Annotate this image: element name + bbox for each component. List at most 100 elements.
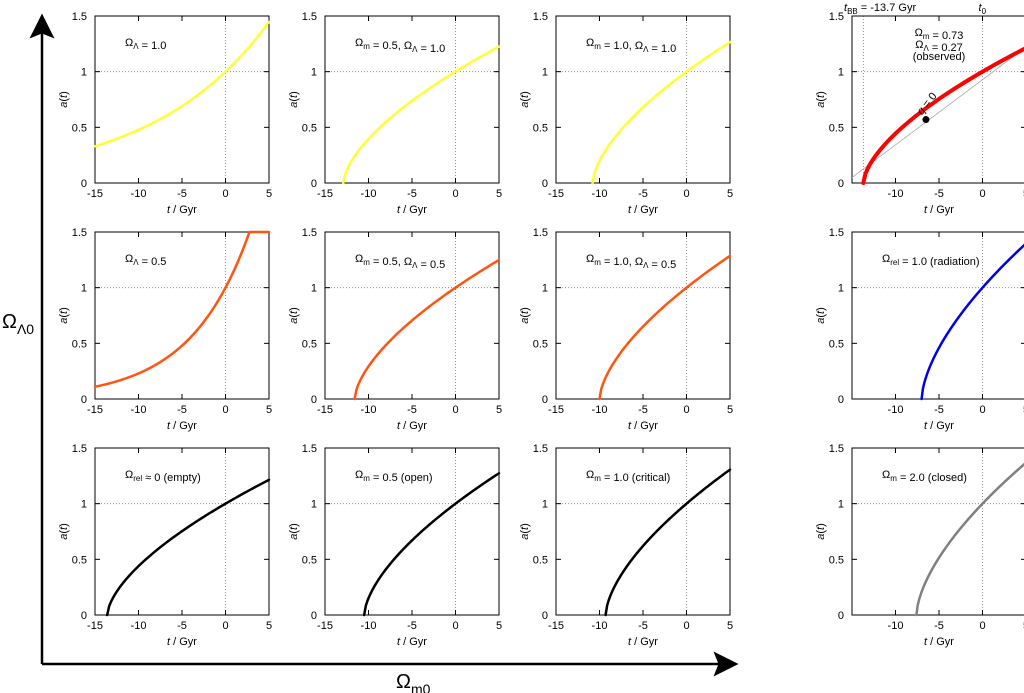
t0-label: t0 (979, 2, 987, 16)
x-tick-label: 5 (727, 188, 733, 200)
x-tick-label: -5 (638, 188, 648, 200)
x-tick-label: 0 (222, 188, 228, 200)
x-tick-label: 5 (496, 620, 502, 632)
chart-panel-8: -10 -5 0 5 0 0.5 1 1.5 t / Gyr a(t) Ωrel = 1.0 (ra… (815, 227, 1024, 432)
chart-panel-9: -15 -10 -5 0 5 0 0.5 1 1.5 t / Gyr a(t) Ωrel ≈ 0 (e… (58, 443, 272, 648)
x-tick-label: 0 (683, 620, 689, 632)
x-axis-label: t / Gyr (397, 420, 427, 432)
x-tick-label: -5 (177, 188, 187, 200)
chart-panel-1: -15 -10 -5 0 5 0 0.5 1 1.5 t / Gyr a(t) ΩΛ = 1.0 (58, 11, 272, 216)
x-tick-label: -15 (87, 404, 103, 416)
panel-annotation: Ωm = 0.5 (open) (355, 469, 433, 484)
x-tick-label: -5 (934, 404, 944, 416)
plot-frame (94, 15, 270, 184)
chart-panel-12: -10 -5 0 5 0 0.5 1 1.5 t / Gyr a(t) Ωm = 2.0 (clos… (815, 443, 1024, 648)
x-tick-label: -10 (592, 404, 608, 416)
panel-annotation: Ωm = 0.5, ΩΛ = 1.0 (355, 37, 445, 55)
y-tick-label: 1 (542, 283, 548, 295)
scale-factor-curve (915, 462, 1024, 617)
panel-annotation: Ωm = 1.0, ΩΛ = 1.0 (586, 37, 676, 55)
y-tick-label: 0 (542, 394, 548, 406)
x-tick-label: -15 (317, 188, 333, 200)
panel-annotation: ΩΛ = 0.5 (125, 253, 166, 268)
y-tick-label: 0.5 (302, 554, 317, 566)
y-tick-label: 0 (311, 394, 317, 406)
y-tick-label: 0.5 (533, 554, 548, 566)
panel-annotation: Ωm = 2.0 (closed) (882, 469, 967, 484)
x-tick-label: -5 (407, 188, 417, 200)
x-tick-label: 5 (727, 620, 733, 632)
y-tick-label: 1 (81, 499, 87, 511)
y-tick-label: 0 (311, 610, 317, 622)
tbb-label: tBB = -13.7 Gyr (844, 2, 916, 16)
x-axis-label: t / Gyr (924, 204, 954, 216)
x-tick-label: -10 (888, 188, 904, 200)
scale-factor-curve (105, 478, 271, 617)
x-tick-label: -10 (592, 620, 608, 632)
tangent-line (851, 48, 1024, 178)
x-tick-label: -5 (407, 404, 417, 416)
y-tick-label: 0.5 (829, 122, 844, 134)
x-tick-label: 0 (452, 620, 458, 632)
scale-factor-curve (920, 243, 1024, 401)
y-axis-label: a(t) (288, 523, 300, 540)
x-tick-label: -10 (592, 188, 608, 200)
x-axis-label: t / Gyr (397, 636, 427, 648)
y-tick-label: 1.5 (302, 443, 317, 455)
x-tick-label: 5 (1023, 188, 1024, 200)
panel-annotation: Ωm = 1.0 (critical) (586, 469, 670, 484)
y-tick-label: 1 (311, 283, 317, 295)
scale-factor-curve (93, 20, 271, 148)
y-tick-label: 0.5 (829, 554, 844, 566)
y-tick-label: 0.5 (533, 338, 548, 350)
x-tick-label: 5 (727, 404, 733, 416)
chart-panel-5: -15 -10 -5 0 5 0 0.5 1 1.5 t / Gyr a(t) ΩΛ = 0.5 (58, 227, 272, 432)
chart-panel-6: -15 -10 -5 0 5 0 0.5 1 1.5 t / Gyr a(t) Ωm = 0.5, Ω… (288, 227, 502, 432)
y-tick-label: 1.5 (829, 227, 844, 239)
x-tick-label: -5 (638, 404, 648, 416)
y-tick-label: 1 (311, 499, 317, 511)
x-tick-label: -5 (934, 620, 944, 632)
x-tick-label: 5 (1023, 620, 1024, 632)
x-tick-label: -10 (361, 188, 377, 200)
y-axis-label: a(t) (519, 523, 531, 540)
x-tick-label: -10 (888, 404, 904, 416)
scale-factor-curve (342, 45, 501, 185)
y-tick-label: 0.5 (829, 338, 844, 350)
x-axis-label: t / Gyr (167, 636, 197, 648)
big-y-axis-label: ΩΛ0 (2, 311, 34, 337)
x-tick-label: -15 (317, 620, 333, 632)
x-axis-label: t / Gyr (397, 204, 427, 216)
y-tick-label: 0.5 (72, 338, 87, 350)
x-tick-label: -10 (131, 404, 147, 416)
panel-annotation: Ωrel = 1.0 (radiation) (882, 253, 980, 268)
y-tick-label: 1.5 (533, 11, 548, 23)
y-tick-label: 1.5 (302, 11, 317, 23)
scale-factor-curve (598, 254, 732, 401)
panel-annotation: Ωm = 1.0, ΩΛ = 0.5 (586, 253, 676, 271)
panel-annotation: ΩΛ = 1.0 (125, 37, 166, 52)
x-tick-label: -10 (361, 620, 377, 632)
panel-annotation: Ωrel ≈ 0 (empty) (125, 469, 201, 484)
x-tick-label: -15 (87, 188, 103, 200)
x-tick-label: 0 (979, 404, 985, 416)
panel-grid: -15 -10 -5 0 5 0 0.5 1 1.5 t / Gyr a(t) ΩΛ = 1.0 -15… (58, 2, 1024, 648)
y-axis-label: a(t) (815, 523, 827, 540)
x-tick-label: 5 (496, 188, 502, 200)
x-tick-label: 5 (1023, 404, 1024, 416)
x-tick-label: -15 (548, 620, 564, 632)
chart-panel-11: -15 -10 -5 0 5 0 0.5 1 1.5 t / Gyr a(t) Ωm = 1.0 (c… (519, 443, 733, 648)
x-tick-label: -5 (638, 620, 648, 632)
y-tick-label: 1 (81, 67, 87, 79)
y-tick-label: 0 (81, 394, 87, 406)
y-tick-label: 1 (542, 67, 548, 79)
scale-factor-curve (861, 46, 1024, 185)
x-tick-label: -10 (131, 188, 147, 200)
y-tick-label: 1 (311, 67, 317, 79)
y-tick-label: 1 (838, 499, 844, 511)
x-tick-label: 5 (266, 620, 272, 632)
y-axis-label: a(t) (58, 523, 70, 540)
y-tick-label: 0.5 (533, 122, 548, 134)
chart-panel-2: -15 -10 -5 0 5 0 0.5 1 1.5 t / Gyr a(t) Ωm = 0.5, Ω… (288, 11, 502, 216)
